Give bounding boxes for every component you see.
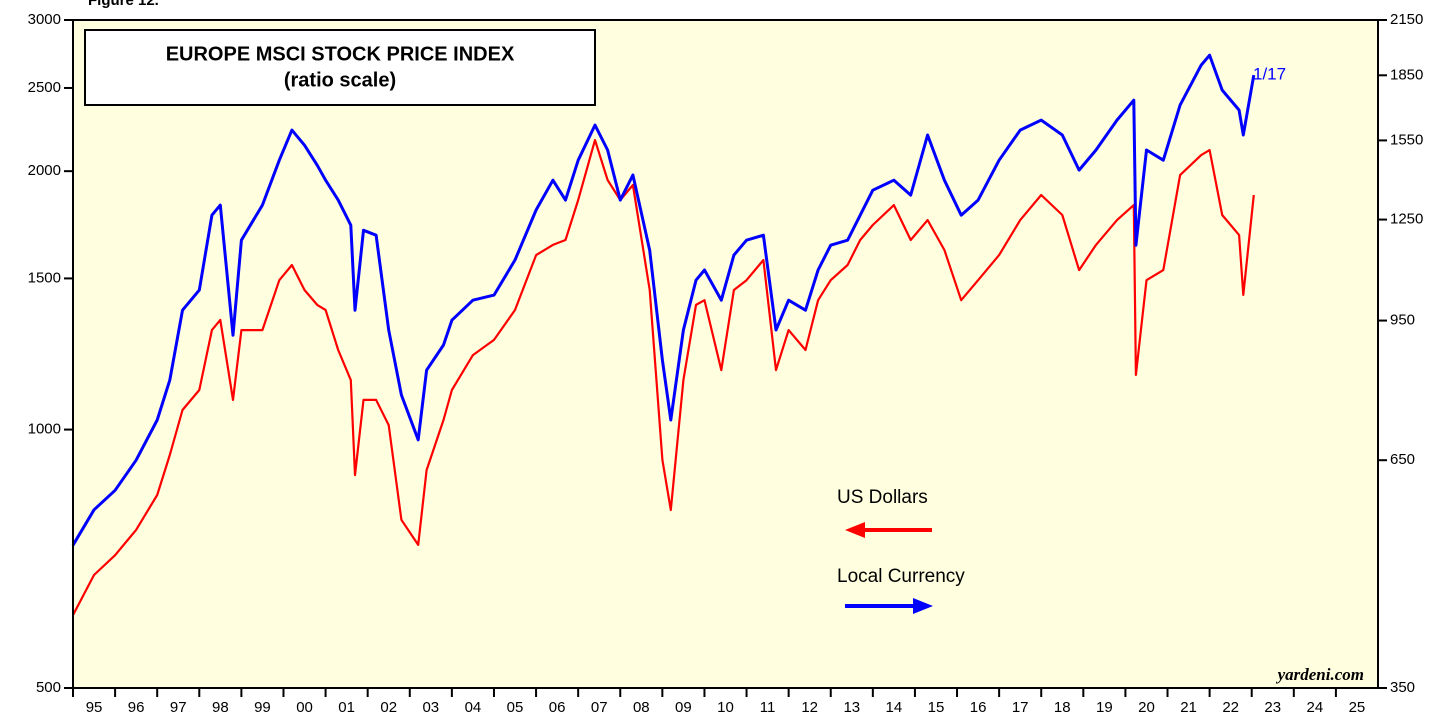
y2-tick-label: 650 bbox=[1390, 451, 1415, 468]
x-tick-label: 09 bbox=[675, 699, 692, 716]
y-tick-label: 1000 bbox=[28, 421, 61, 438]
chart-subtitle: (ratio scale) bbox=[284, 69, 396, 91]
y-tick-label: 2000 bbox=[28, 162, 61, 179]
series-line bbox=[72, 139, 1255, 616]
y-tick-label: 500 bbox=[36, 679, 61, 696]
x-tick-label: 15 bbox=[928, 699, 945, 716]
y2-tick-label: 2150 bbox=[1390, 11, 1423, 28]
y-tick-label: 2500 bbox=[28, 79, 61, 96]
end-label: 1/17 bbox=[1253, 64, 1286, 83]
title-box bbox=[84, 29, 596, 106]
series-line bbox=[71, 53, 1256, 546]
y-tick-label: 3000 bbox=[28, 11, 61, 28]
chart-title: EUROPE MSCI STOCK PRICE INDEX bbox=[166, 43, 515, 65]
x-tick-label: 06 bbox=[549, 699, 566, 716]
x-tick-label: 22 bbox=[1222, 699, 1239, 716]
x-tick-label: 97 bbox=[170, 699, 187, 716]
figure-caption: Figure 12. bbox=[88, 0, 159, 9]
x-tick-label: 23 bbox=[1264, 699, 1281, 716]
legend-label: Local Currency bbox=[837, 566, 965, 587]
y2-tick-label: 350 bbox=[1390, 679, 1415, 696]
legend-arrow-right bbox=[845, 598, 933, 614]
x-tick-label: 25 bbox=[1349, 699, 1366, 716]
x-tick-label: 95 bbox=[86, 699, 103, 716]
y-tick-label: 1500 bbox=[28, 269, 61, 286]
x-tick-label: 24 bbox=[1307, 699, 1324, 716]
x-tick-label: 96 bbox=[128, 699, 145, 716]
legend-arrow-left bbox=[845, 522, 932, 538]
x-tick-label: 00 bbox=[296, 699, 313, 716]
plot-area bbox=[73, 20, 1378, 688]
plot-border bbox=[72, 19, 1379, 689]
x-tick-label: 07 bbox=[591, 699, 608, 716]
x-tick-label: 03 bbox=[422, 699, 439, 716]
x-tick-label: 10 bbox=[717, 699, 734, 716]
x-tick-label: 11 bbox=[760, 699, 776, 716]
x-tick-label: 12 bbox=[801, 699, 818, 716]
x-tick-label: 19 bbox=[1096, 699, 1113, 716]
x-tick-label: 21 bbox=[1180, 699, 1197, 716]
x-tick-label: 98 bbox=[212, 699, 229, 716]
x-tick-label: 99 bbox=[254, 699, 271, 716]
y2-tick-label: 1250 bbox=[1390, 211, 1423, 228]
x-tick-label: 04 bbox=[465, 699, 482, 716]
y2-tick-label: 950 bbox=[1390, 312, 1415, 329]
x-tick-label: 20 bbox=[1138, 699, 1155, 716]
x-tick-label: 17 bbox=[1012, 699, 1029, 716]
x-tick-label: 08 bbox=[633, 699, 650, 716]
x-tick-label: 16 bbox=[970, 699, 987, 716]
y2-tick-label: 1850 bbox=[1390, 66, 1423, 83]
y2-tick-label: 1550 bbox=[1390, 131, 1423, 148]
x-tick-label: 01 bbox=[338, 699, 355, 716]
x-tick-label: 05 bbox=[507, 699, 524, 716]
x-tick-label: 14 bbox=[886, 699, 903, 716]
legend-label: US Dollars bbox=[837, 487, 928, 508]
x-tick-label: 13 bbox=[843, 699, 860, 716]
lines bbox=[71, 53, 1256, 616]
x-tick-label: 02 bbox=[380, 699, 397, 716]
x-tick-label: 18 bbox=[1054, 699, 1071, 716]
source: yardeni.com bbox=[1276, 665, 1364, 684]
